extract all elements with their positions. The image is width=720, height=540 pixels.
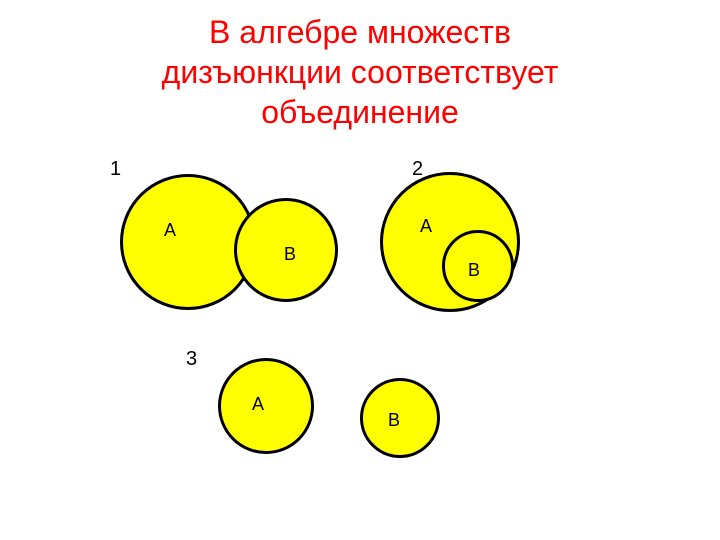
set-label-B-group-1: B: [284, 244, 296, 265]
title-line-2: дизъюнкции соответствует: [0, 52, 720, 92]
set-circle-A-group-3: [218, 358, 314, 454]
title-line-1: В алгебре множеств: [0, 12, 720, 52]
group-number-3: 3: [186, 348, 197, 371]
set-label-A-group-3: A: [252, 394, 264, 415]
group-number-1: 1: [110, 158, 121, 181]
set-label-B-group-2: B: [468, 260, 480, 281]
set-label-A-group-1: A: [164, 220, 176, 241]
page-title: В алгебре множеств дизъюнкции соответств…: [0, 0, 720, 132]
venn-diagram-area: 1AB2AB3AB: [110, 150, 630, 530]
set-label-B-group-3: B: [388, 410, 400, 431]
title-line-3: объединение: [0, 92, 720, 132]
set-label-A-group-2: A: [420, 216, 432, 237]
